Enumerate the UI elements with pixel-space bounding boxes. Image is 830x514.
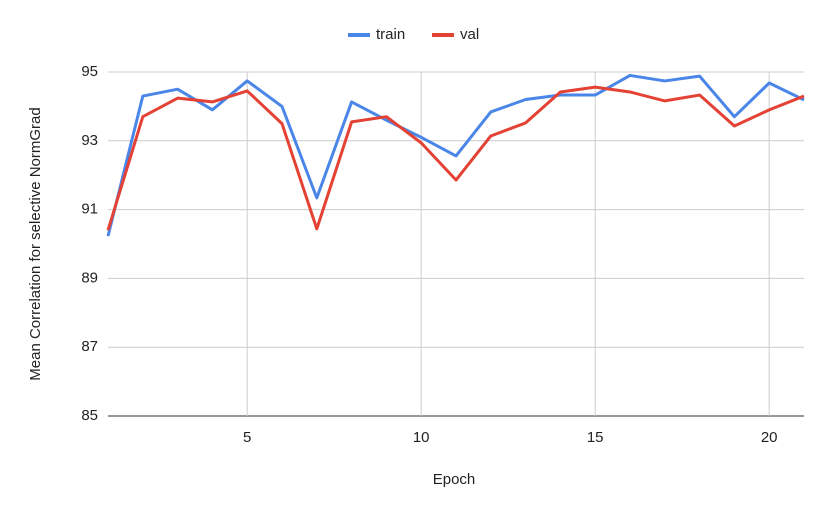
x-axis-label: Epoch bbox=[433, 471, 476, 488]
y-tick-label: 87 bbox=[81, 338, 98, 355]
x-tick-label: 5 bbox=[243, 429, 251, 446]
y-axis-label: Mean Correlation for selective NormGrad bbox=[27, 107, 44, 380]
series-line bbox=[106, 73, 805, 237]
y-tick-label: 91 bbox=[81, 201, 98, 218]
x-tick-label: 10 bbox=[413, 429, 430, 446]
y-tick-label: 89 bbox=[81, 269, 98, 286]
series-line bbox=[106, 85, 805, 231]
x-tick-label: 20 bbox=[761, 429, 778, 446]
legend-label: train bbox=[376, 26, 405, 43]
x-tick-label: 15 bbox=[587, 429, 604, 446]
legend-label: val bbox=[460, 26, 479, 43]
y-tick-label: 95 bbox=[81, 63, 98, 80]
y-tick-label: 85 bbox=[81, 407, 98, 424]
y-tick-label: 93 bbox=[81, 132, 98, 149]
